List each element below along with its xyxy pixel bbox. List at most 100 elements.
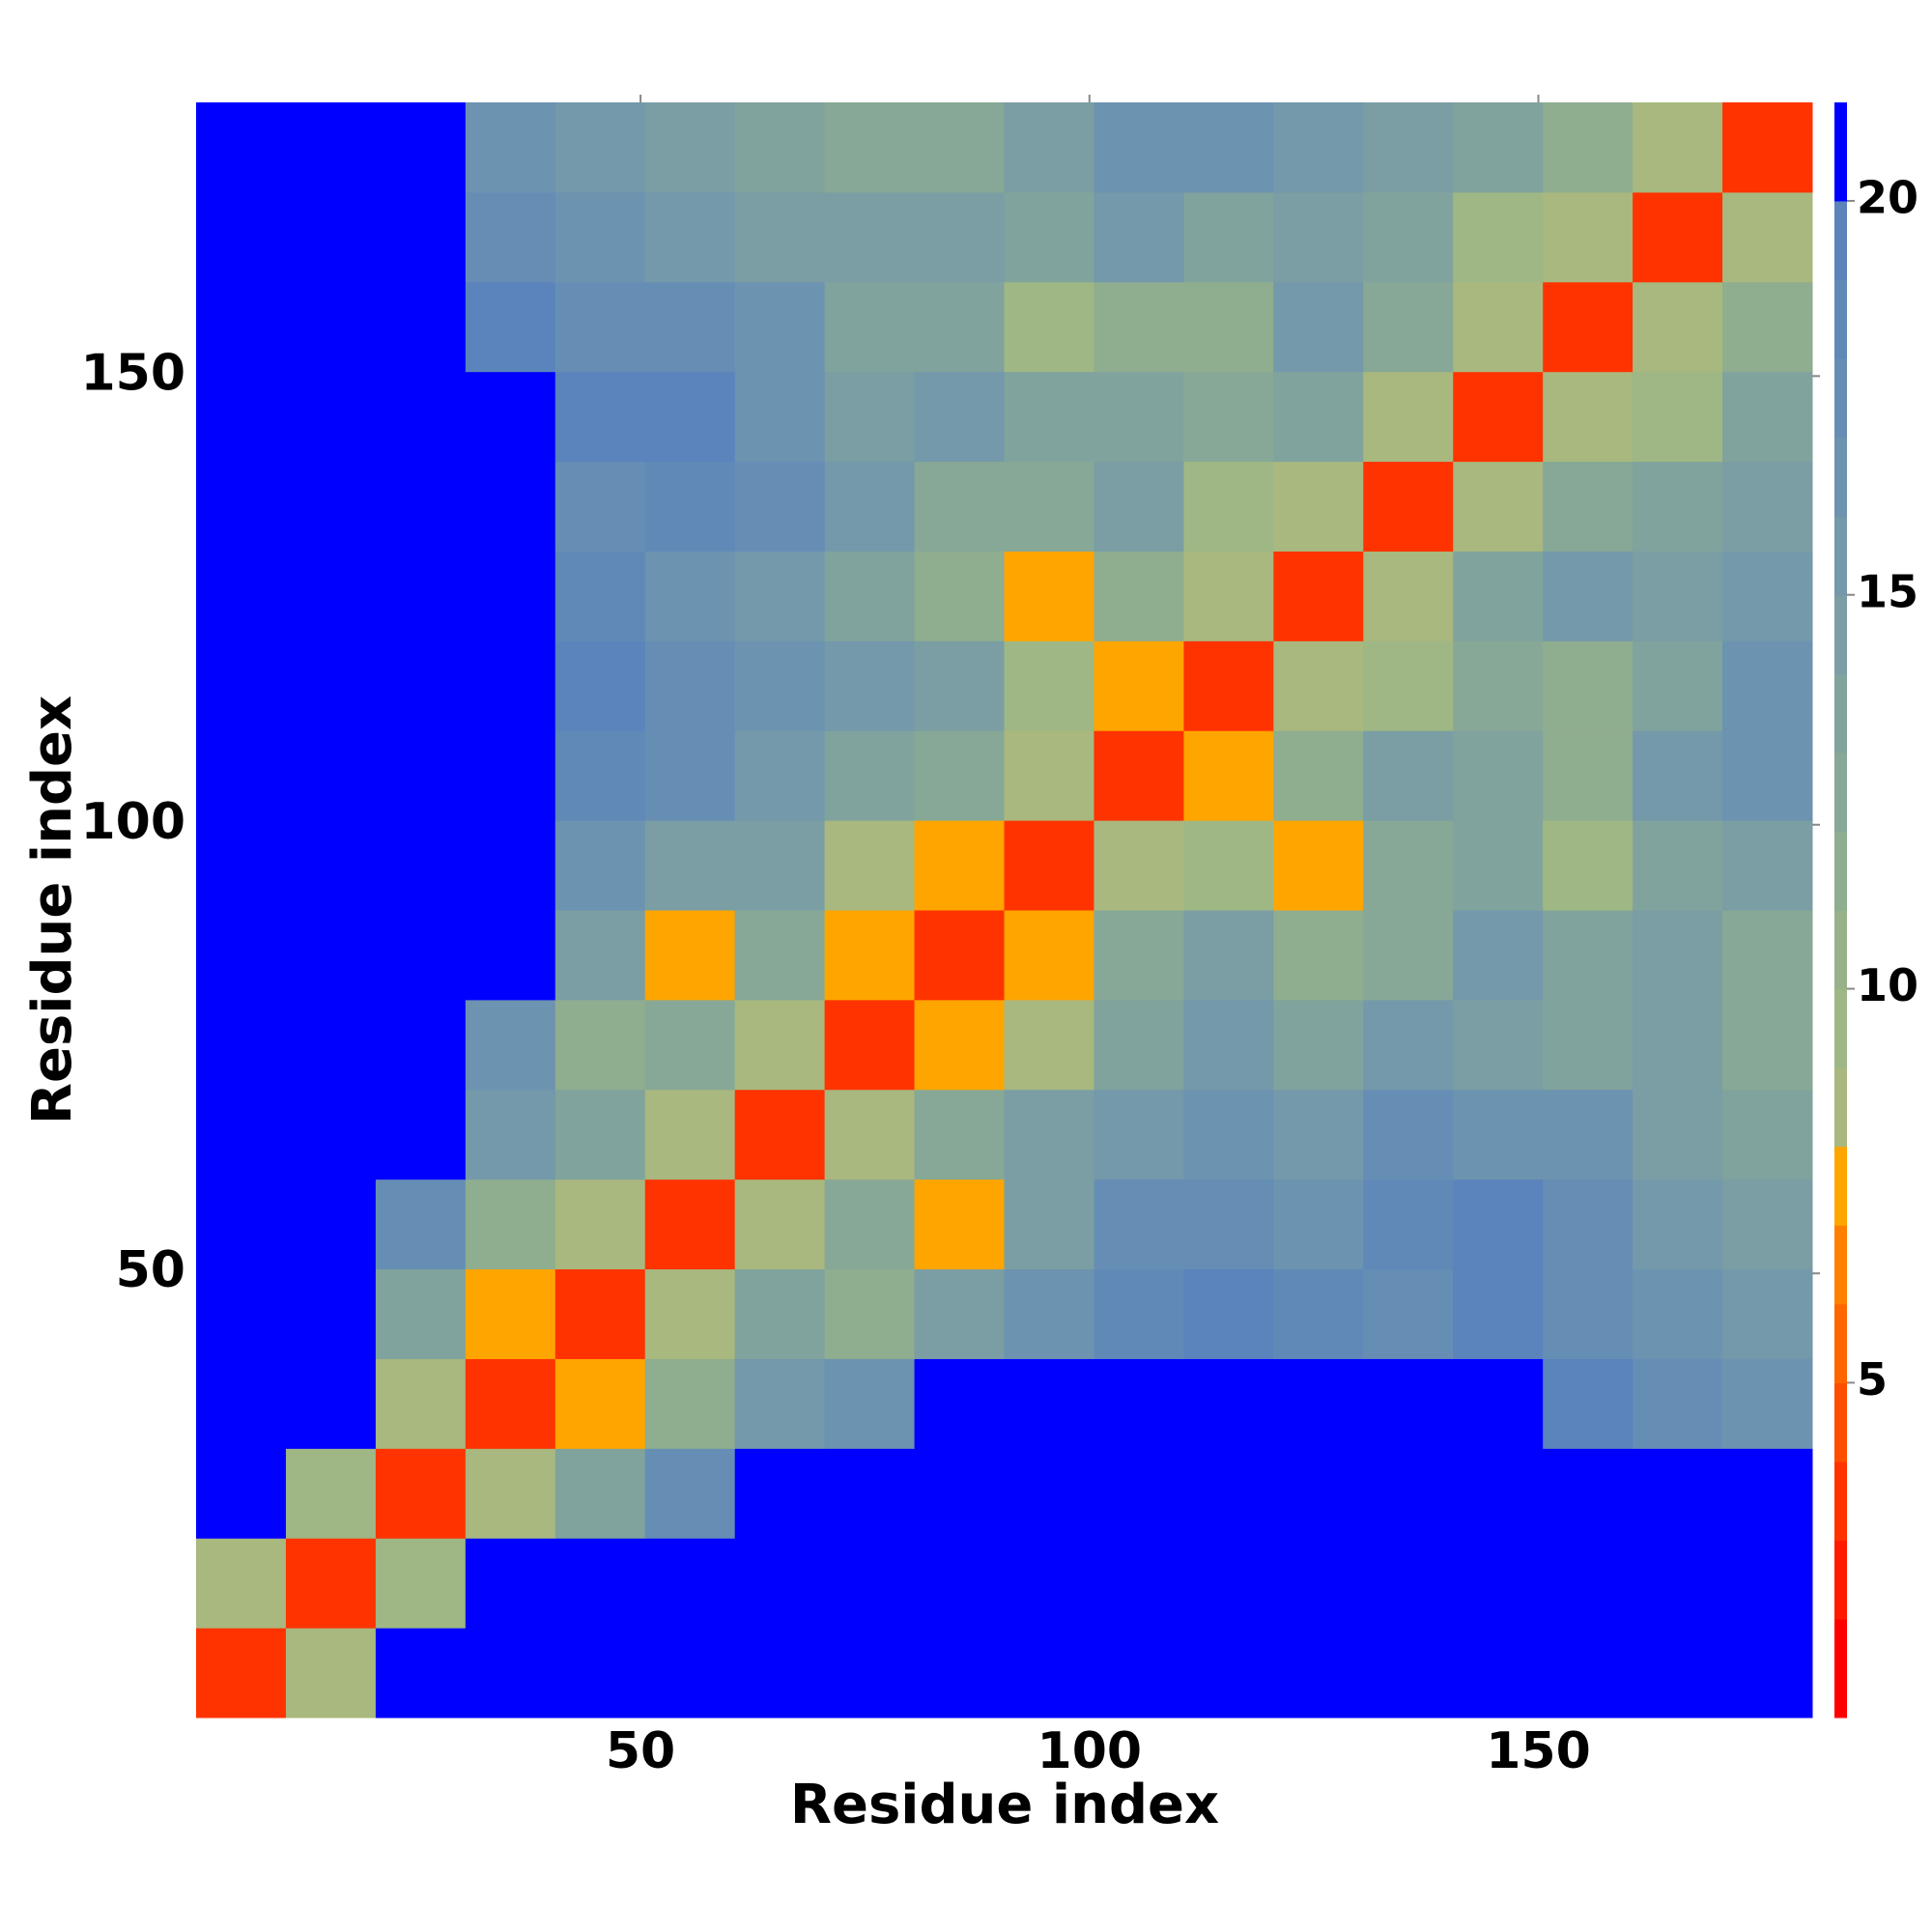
heat-cell: [375, 1538, 467, 1629]
heat-cell: [1094, 371, 1184, 463]
heat-cell: [644, 640, 736, 731]
heat-cell: [1543, 999, 1634, 1091]
heat-cell: [734, 910, 826, 1001]
heat-cell: [554, 281, 646, 373]
colorbar-tick-label: 20: [1857, 171, 1918, 223]
heat-cell: [914, 551, 1005, 641]
heat-cell: [824, 999, 916, 1091]
heat-cell: [1094, 102, 1184, 193]
y-tick-label: 50: [116, 1241, 185, 1299]
x-axis-label: Residue index: [790, 1774, 1219, 1836]
colorbar-level: [1834, 1382, 1847, 1463]
heat-cell: [285, 1538, 377, 1629]
heat-cell: [1543, 730, 1634, 821]
heat-cell: [824, 1179, 916, 1270]
heat-cell: [1273, 461, 1364, 552]
colorbar-level: [1834, 910, 1847, 990]
heat-cell: [1273, 1538, 1364, 1629]
colorbar-level: [1834, 200, 1847, 281]
heat-cell: [644, 1358, 736, 1449]
heat-cell: [375, 461, 467, 552]
heat-cell: [644, 820, 736, 911]
heat-cell: [1273, 1628, 1364, 1719]
heat-cell: [554, 461, 646, 552]
heat-cell: [1633, 281, 1723, 373]
heat-cell: [1722, 281, 1813, 373]
heat-cell: [1363, 1358, 1454, 1449]
heat-cell: [1453, 730, 1544, 821]
heat-cell: [1722, 1268, 1813, 1359]
y-axis-label: Residue index: [21, 696, 84, 1124]
heat-cell: [1363, 1179, 1454, 1270]
colorbar-level: [1834, 831, 1847, 911]
heat-cell: [1363, 371, 1454, 463]
y-tick-label: 100: [80, 793, 185, 851]
colorbar-level: [1834, 752, 1847, 832]
heat-cell: [1094, 1089, 1184, 1180]
heat-cell: [1094, 191, 1184, 283]
heat-cell: [285, 461, 377, 552]
colorbar-level: [1834, 1067, 1847, 1148]
heat-cell: [1453, 999, 1544, 1091]
heat-cell: [1183, 1538, 1274, 1629]
heat-cell: [1004, 281, 1094, 373]
heat-cell: [285, 102, 377, 193]
heat-cell: [824, 371, 916, 463]
heat-cell: [824, 910, 916, 1001]
heat-cell: [914, 730, 1005, 821]
heat-cell: [1273, 820, 1364, 911]
heat-cell: [1004, 461, 1094, 552]
heat-cell: [914, 999, 1005, 1091]
heat-cell: [1722, 191, 1813, 283]
heat-cell: [465, 910, 556, 1001]
heat-cell: [554, 191, 646, 283]
heat-cell: [1453, 1628, 1544, 1719]
heat-cell: [1363, 191, 1454, 283]
heat-cell: [285, 1448, 377, 1539]
colorbar-level: [1834, 1461, 1847, 1541]
colorbar-tick-label: 10: [1857, 959, 1918, 1011]
heat-cell: [644, 1538, 736, 1629]
heat-cell: [375, 1268, 467, 1359]
heat-cell: [914, 461, 1005, 552]
heat-cell: [1543, 102, 1634, 193]
heat-cell: [824, 551, 916, 641]
heat-cell: [554, 371, 646, 463]
heat-cell: [824, 191, 916, 283]
heat-cell: [1633, 1179, 1723, 1270]
heat-cell: [824, 102, 916, 193]
colorbar-level: [1834, 516, 1847, 596]
heat-cell: [1094, 1268, 1184, 1359]
heat-cell: [1273, 191, 1364, 283]
heat-cell: [1722, 1628, 1813, 1719]
heat-cell: [1633, 640, 1723, 731]
heat-cell: [1543, 551, 1634, 641]
heat-cell: [1633, 461, 1723, 552]
heat-cell: [554, 1268, 646, 1359]
colorbar-tick-label: 5: [1857, 1353, 1888, 1406]
heat-cell: [1273, 999, 1364, 1091]
heat-cell: [375, 820, 467, 911]
heat-cell: [285, 1179, 377, 1270]
heat-cell: [465, 1358, 556, 1449]
heat-cell: [1273, 1358, 1364, 1449]
heat-cell: [734, 640, 826, 731]
heat-cell: [644, 1628, 736, 1719]
heat-cell: [1004, 820, 1094, 911]
heat-cell: [1722, 999, 1813, 1091]
heat-cell: [1453, 820, 1544, 911]
heat-cell: [1633, 102, 1723, 193]
heat-cell: [1722, 102, 1813, 193]
colorbar-level: [1834, 1540, 1847, 1620]
heat-cell: [824, 730, 916, 821]
heat-cell: [734, 999, 826, 1091]
heat-cell: [465, 1179, 556, 1270]
heat-cell: [554, 1628, 646, 1719]
heat-cell: [1722, 1089, 1813, 1180]
heat-cell: [196, 1628, 287, 1719]
heat-cell: [554, 1448, 646, 1539]
heat-cell: [1722, 640, 1813, 731]
heat-cell: [1363, 551, 1454, 641]
heat-cell: [554, 551, 646, 641]
heat-cell: [1004, 910, 1094, 1001]
